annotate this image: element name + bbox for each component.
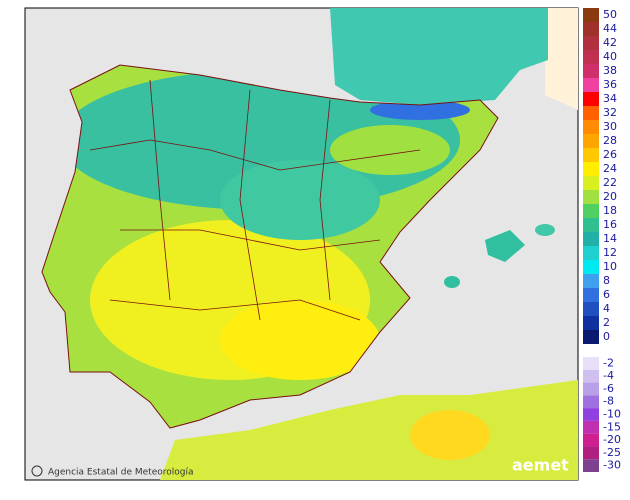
legend-swatch (583, 148, 599, 162)
ibiza (444, 276, 460, 288)
legend-swatch (583, 446, 599, 460)
legend-swatch (583, 260, 599, 274)
legend-swatch (583, 382, 599, 396)
legend-swatch (583, 204, 599, 218)
legend-label: 16 (603, 218, 617, 231)
legend-label: 38 (603, 64, 617, 77)
legend-label: 22 (603, 176, 617, 189)
legend-swatch (583, 395, 599, 409)
legend-label: 14 (603, 232, 617, 245)
legend-swatch (583, 274, 599, 288)
legend-swatch (583, 36, 599, 50)
legend-label: -8 (603, 395, 614, 408)
copyright-icon (31, 465, 43, 477)
legend-label: 20 (603, 190, 617, 203)
legend-label: -2 (603, 356, 614, 369)
legend-label: 12 (603, 246, 617, 259)
legend-label: 32 (603, 106, 617, 119)
legend-label: 40 (603, 50, 617, 63)
legend-swatch (583, 92, 599, 106)
legend-label: 50 (603, 8, 617, 21)
legend-label: 34 (603, 92, 617, 105)
legend-swatch (583, 408, 599, 421)
legend-label: 6 (603, 288, 610, 301)
legend-swatch (583, 22, 599, 36)
legend-swatch (583, 420, 599, 434)
legend-label: 36 (603, 78, 617, 91)
legend-label: 10 (603, 260, 617, 273)
legend-label: 26 (603, 148, 617, 161)
legend-swatch (583, 246, 599, 260)
legend-swatch (583, 232, 599, 246)
logo: aemet (512, 456, 569, 475)
legend-swatch (583, 302, 599, 316)
legend-label: 2 (603, 316, 610, 329)
legend-label: 8 (603, 274, 610, 287)
borders (89, 79, 421, 321)
legend-label: 24 (603, 162, 617, 175)
legend-label: -30 (603, 459, 621, 472)
legend-label: 18 (603, 204, 617, 217)
legend-label: 30 (603, 120, 617, 133)
legend-label: -20 (603, 433, 621, 446)
ebro (330, 125, 450, 175)
legend-swatch (583, 459, 599, 472)
legend-swatch (583, 190, 599, 204)
legend-label: 44 (603, 22, 617, 35)
legend-label: 0 (603, 330, 610, 343)
mallorca (485, 230, 525, 262)
legend-label: -6 (603, 382, 614, 395)
legend-swatch (583, 433, 599, 447)
legend-label: 28 (603, 134, 617, 147)
credit: Agencia Estatal de Meteorología (48, 468, 194, 478)
legend-swatch (583, 288, 599, 302)
legend-swatch (583, 50, 599, 64)
africa-warm (410, 410, 490, 460)
legend-swatch (583, 134, 599, 148)
legend-swatch (583, 176, 599, 190)
map: Agencia Estatal de Meteorología aemet (24, 7, 579, 481)
pyrenees (370, 100, 470, 120)
legend-swatch (583, 78, 599, 92)
coast (41, 64, 499, 429)
legend-swatch (583, 218, 599, 232)
legend-label: -4 (603, 369, 614, 382)
menorca (535, 224, 555, 236)
legend-label: -10 (603, 408, 621, 421)
land-east (545, 8, 578, 110)
legend-swatch (583, 316, 599, 330)
legend-swatch (583, 357, 599, 370)
legend-swatch (583, 106, 599, 120)
legend-swatch (583, 8, 599, 22)
legend-swatch (583, 120, 599, 134)
legend-swatch (583, 369, 599, 383)
legend-swatch (583, 162, 599, 176)
cool-center (220, 160, 380, 240)
legend-label: 4 (603, 302, 610, 315)
legend-label: 42 (603, 36, 617, 49)
france (330, 8, 548, 105)
legend-swatch (583, 330, 599, 344)
legend-label: -15 (603, 420, 621, 433)
legend-swatch (583, 64, 599, 78)
legend-label: -25 (603, 446, 621, 459)
legend: 5044424038363432302826242220181614121086… (583, 8, 621, 472)
